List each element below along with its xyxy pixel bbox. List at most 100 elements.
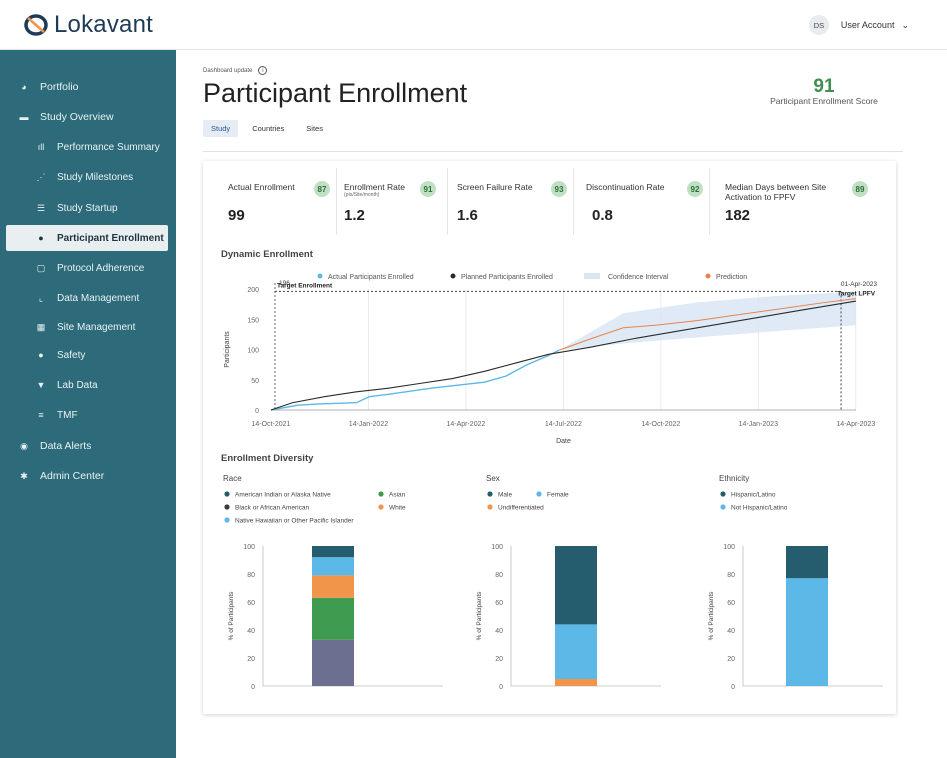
y-axis-label: % of Participants [228, 591, 235, 641]
legend-label: Planned Participants Enrolled [461, 274, 553, 281]
legend-dot [224, 517, 230, 523]
sidebar-item-label: Lab Data [57, 379, 98, 391]
tab-sites[interactable]: Sites [306, 124, 323, 133]
x-tick-label: 14-Jan-2022 [349, 421, 388, 428]
bar-segment [786, 546, 828, 579]
person-icon: ● [38, 233, 44, 243]
sidebar-item-performance-summary[interactable]: ıll Performance Summary [6, 134, 168, 160]
line-chart-icon: ⌞ [38, 292, 44, 303]
brand-logo[interactable]: Lokavant [24, 11, 153, 39]
bar-segment [312, 639, 354, 686]
bar-segment [312, 557, 354, 576]
legend-label: Asian [389, 492, 406, 499]
target-enrollment-label: Target Enrollment [277, 282, 333, 289]
score-label: Participant Enrollment Score [770, 96, 878, 106]
legend-dot [317, 273, 323, 279]
sidebar-item-study-milestones[interactable]: ⋰ Study Milestones [6, 164, 168, 190]
legend-dot [720, 491, 726, 497]
sidebar-item-protocol-adherence[interactable]: ▢ Protocol Adherence [6, 255, 168, 281]
enrollment-card: Actual Enrollment 99 87 Enrollment Rate … [203, 161, 896, 714]
sidebar-item-admin-center[interactable]: ✱ Admin Center [6, 463, 168, 489]
y-tick-label: 20 [727, 656, 735, 663]
metric-value: 99 [228, 207, 245, 224]
y-tick-label: 80 [727, 572, 735, 579]
legend-dot [378, 504, 384, 510]
info-icon[interactable]: i [258, 66, 268, 75]
legend-dot [536, 491, 542, 497]
metric-discontinuation-rate: Discontinuation Rate 0.8 92 [580, 168, 710, 235]
y-tick-label: 40 [495, 628, 503, 635]
tab-study[interactable]: Study [203, 120, 239, 137]
bar-segment [555, 624, 597, 679]
sidebar-item-label: TMF [57, 409, 78, 421]
y-tick-label: 80 [495, 572, 503, 579]
divider [203, 151, 903, 152]
sidebar-item-label: Data Management [57, 292, 140, 304]
sidebar-item-label: Protocol Adherence [57, 262, 145, 274]
bar-segment [555, 546, 597, 625]
metric-median-days: Median Days between Site Activation to F… [719, 168, 879, 235]
sidebar-item-label: Data Alerts [40, 440, 92, 452]
y-tick-label: 0 [731, 684, 735, 691]
y-tick-label: 100 [243, 544, 255, 551]
sidebar-item-study-overview[interactable]: ▬ Study Overview [6, 104, 168, 130]
sidebar-item-data-management[interactable]: ⌞ Data Management [6, 285, 168, 311]
legend-dot [378, 491, 384, 497]
tab-countries[interactable]: Countries [252, 124, 285, 133]
legend-label: Confidence Interval [608, 274, 669, 281]
sidebar-item-site-management[interactable]: ▦ Site Management [6, 314, 168, 340]
y-tick-label: 80 [247, 572, 255, 579]
sidebar-item-label: Site Management [57, 321, 136, 333]
chart-title: Race [223, 474, 242, 483]
sidebar-item-lab-data[interactable]: ▼ Lab Data [6, 372, 168, 398]
sidebar-item-participant-enrollment[interactable]: ● Participant Enrollment [6, 225, 168, 251]
legend-label: Black or African American [235, 505, 309, 512]
metric-actual-enrollment: Actual Enrollment 99 87 [222, 168, 337, 235]
legend-label: Undifferentiated [498, 505, 544, 512]
bar-segment [312, 597, 354, 640]
metric-value: 1.2 [344, 207, 365, 224]
user-menu[interactable]: DS User Account ⌄ [808, 15, 909, 35]
y-tick-label: 40 [247, 628, 255, 635]
legend-swatch [584, 273, 600, 279]
sidebar-item-portfolio[interactable]: ◕ Portfolio [6, 74, 168, 100]
y-tick-label: 200 [247, 287, 259, 294]
sidebar-item-label: Safety [57, 349, 86, 361]
x-tick-label: 14-Oct-2022 [641, 421, 680, 428]
legend-label: Male [498, 492, 512, 499]
page-title: Participant Enrollment [203, 78, 468, 108]
chart-title: Dynamic Enrollment [221, 249, 313, 260]
tab-bar: Study Countries Sites [203, 120, 337, 137]
database-icon: ≡ [38, 410, 44, 420]
metric-badge: 89 [852, 181, 868, 197]
sidebar-item-label: Performance Summary [57, 141, 160, 153]
sidebar-item-label: Portfolio [40, 81, 79, 93]
sidebar-item-study-startup[interactable]: ☰ Study Startup [6, 195, 168, 221]
metric-label: Screen Failure Rate [457, 182, 533, 192]
brand-name: Lokavant [54, 11, 154, 38]
metric-label: Actual Enrollment [228, 182, 295, 192]
metric-label: Median Days between Site Activation to F… [725, 182, 827, 202]
bar-segment [555, 679, 597, 686]
target-lpfv-date: 01-Apr-2023 [841, 281, 878, 288]
sidebar-item-tmf[interactable]: ≡ TMF [6, 402, 168, 428]
sidebar-item-data-alerts[interactable]: ◉ Data Alerts [6, 433, 168, 459]
y-axis-label: % of Participants [476, 591, 483, 641]
legend-label: Actual Participants Enrolled [328, 274, 414, 281]
clipboard-icon: ▢ [36, 262, 46, 273]
race-chart: Race American Indian or Alaska Native Asia… [223, 474, 443, 691]
chevron-down-icon: ⌄ [901, 19, 909, 30]
sidebar-item-safety[interactable]: ● Safety [6, 342, 168, 368]
metric-badge: 87 [314, 181, 330, 197]
legend-dot [487, 504, 493, 510]
legend-label: Native Hawaiian or Other Pacific Islande… [235, 518, 354, 525]
y-tick-label: 100 [247, 348, 259, 355]
metric-sub: (pts/Site/month) [344, 192, 380, 198]
y-tick-label: 100 [723, 544, 735, 551]
ethnicity-chart: Ethnicity Hispanic/Latino Not Hispanic/Lat… [708, 474, 883, 691]
legend-dot [224, 491, 230, 497]
y-tick-label: 60 [495, 600, 503, 607]
legend-dot [705, 273, 711, 279]
legend-dot [224, 504, 230, 510]
